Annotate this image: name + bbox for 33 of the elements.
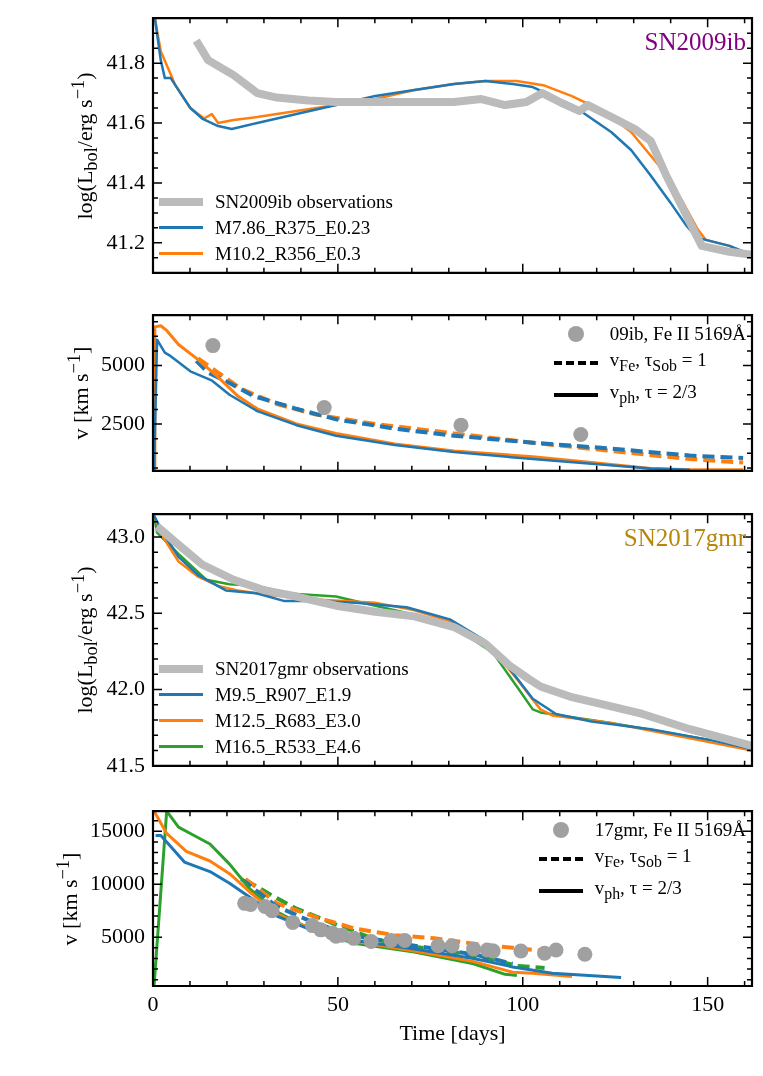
legend-label: M7.86_R375_E0.23 <box>215 215 371 240</box>
x-axis-title: Time [days] <box>399 1020 506 1046</box>
x-tick-label: 50 <box>326 990 349 1016</box>
y-tick-label: 42.5 <box>106 599 145 625</box>
annotation: v$_{Fe}$, τ$_{Sob}$ = 1 <box>609 348 707 376</box>
y-tick-label: 41.6 <box>106 108 145 134</box>
y-tick-label: 41.4 <box>106 168 145 194</box>
legend-label: SN2017gmr observations <box>215 656 409 681</box>
x-tick-label: 100 <box>506 990 540 1016</box>
y-tick-label: 41.2 <box>106 228 145 254</box>
legend-label: SN2009ib observations <box>215 189 393 214</box>
chart-title: SN2017gmr <box>623 524 746 553</box>
annotation: v$_{Fe}$, τ$_{Sob}$ = 1 <box>594 844 692 872</box>
x-tick-label: 0 <box>147 990 159 1016</box>
y-tick-label: 5000 <box>101 351 145 377</box>
annotation: v$_{ph}$, τ = 2/3 <box>594 876 682 905</box>
y-tick-label: 42.0 <box>106 675 145 701</box>
annotation: v$_{ph}$, τ = 2/3 <box>609 380 697 409</box>
y-tick-label: 43.0 <box>106 522 145 548</box>
y-tick-label: 15000 <box>90 817 145 843</box>
y-tick-label: 2500 <box>101 409 145 435</box>
x-tick-label: 150 <box>691 990 725 1016</box>
chart-title: SN2009ib <box>644 28 746 57</box>
y-tick-label: 41.8 <box>106 48 145 74</box>
y-tick-label: 5000 <box>101 923 145 949</box>
legend-label: M9.5_R907_E1.9 <box>215 682 352 707</box>
legend-label: M16.5_R533_E4.6 <box>215 734 361 759</box>
y-tick-label: 10000 <box>90 870 145 896</box>
legend-label: 17gmr, Fe II 5169Å <box>594 818 746 843</box>
legend-label: M12.5_R683_E3.0 <box>215 708 361 733</box>
legend-label: 09ib, Fe II 5169Å <box>609 322 746 347</box>
y-tick-label: 41.5 <box>106 751 145 777</box>
legend-label: M10.2_R356_E0.3 <box>215 241 361 266</box>
